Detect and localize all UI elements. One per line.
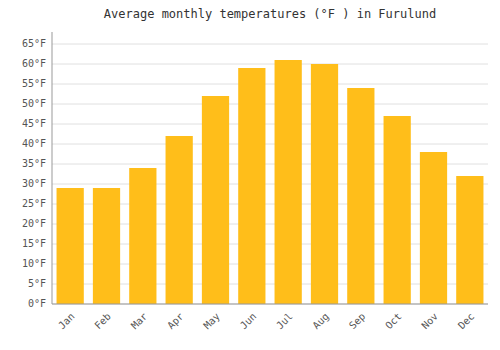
x-tick-label: May <box>201 311 222 332</box>
x-ticks: Jan Feb Mar Apr May Jun Jul Aug Sep Oct Nov Dec <box>56 311 476 332</box>
x-tick-label: Oct <box>383 311 404 332</box>
grid <box>52 44 488 304</box>
y-tick-label: 45°F <box>22 118 46 129</box>
x-tick-label: Jan <box>56 311 77 332</box>
y-tick-label: 60°F <box>22 58 46 69</box>
bars <box>57 60 484 304</box>
y-tick-label: 15°F <box>22 238 46 249</box>
bar <box>311 64 338 304</box>
bar <box>238 68 265 304</box>
x-axis-line <box>52 304 488 305</box>
bar <box>347 88 374 304</box>
grid-line <box>52 124 488 125</box>
y-tick-label: 55°F <box>22 78 46 89</box>
y-tick-label: 30°F <box>22 178 46 189</box>
bar <box>384 116 411 304</box>
bar <box>129 168 156 304</box>
grid-line <box>52 104 488 105</box>
y-tick-label: 5°F <box>28 278 46 289</box>
x-tick-label: Nov <box>419 311 440 332</box>
y-tick-label: 65°F <box>22 38 46 49</box>
y-tick-label: 25°F <box>22 198 46 209</box>
x-tick-label: Dec <box>456 311 477 332</box>
bar <box>57 188 84 304</box>
grid-line <box>52 84 488 85</box>
bar <box>456 176 483 304</box>
x-tick-label: Sep <box>347 311 368 332</box>
page: {"chart_data": {"type": "bar", "title": … <box>0 0 500 350</box>
x-tick-label: Jul <box>274 311 295 332</box>
bar <box>166 136 193 304</box>
y-tick-label: 10°F <box>22 258 46 269</box>
grid-line <box>52 304 488 305</box>
x-tick-label: Jun <box>238 311 259 332</box>
bar <box>275 60 302 304</box>
grid-line <box>52 64 488 65</box>
x-tick-label: Apr <box>165 311 186 332</box>
x-tick-label: Aug <box>310 311 331 332</box>
grid-line <box>52 144 488 145</box>
y-tick-label: 50°F <box>22 98 46 109</box>
bar <box>93 188 120 304</box>
bar <box>420 152 447 304</box>
y-tick-label: 20°F <box>22 218 46 229</box>
title: Average monthly temperatures (°F ) in Fu… <box>104 7 436 21</box>
bar <box>202 96 229 304</box>
y-tick-label: 35°F <box>22 158 46 169</box>
chart: 0°F 5°F 10°F 15°F 20°F 25°F 30°F 35°F 40°F 45°F 50… <box>0 0 500 350</box>
y-ticks: 0°F 5°F 10°F 15°F 20°F 25°F 30°F 35°F 40°F 45°F 50… <box>22 38 46 309</box>
grid-line <box>52 44 488 45</box>
y-tick-label: 40°F <box>22 138 46 149</box>
x-tick-label: Mar <box>129 311 150 332</box>
y-tick-label: 0°F <box>28 298 46 309</box>
x-tick-label: Feb <box>92 311 113 332</box>
y-axis-line <box>52 32 53 304</box>
